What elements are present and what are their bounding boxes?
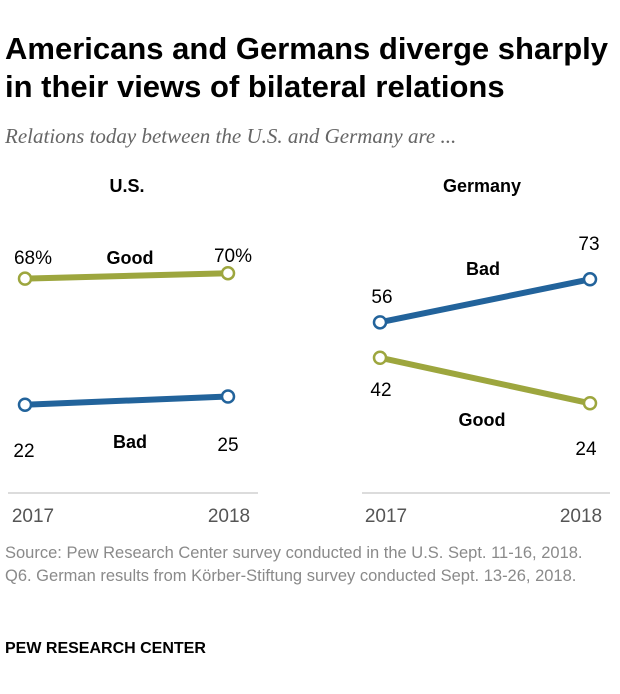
- series-label-germany-good: Good: [459, 410, 506, 430]
- data-label-germany-bad-2017: 56: [371, 287, 392, 308]
- data-label-germany-good-2017: 42: [370, 380, 391, 401]
- data-label-germany-good-2018: 24: [575, 439, 597, 460]
- data-label-us-bad-2018: 25: [217, 435, 238, 456]
- series-line-germany-good: [377, 354, 593, 407]
- panel-germany: Germany 2017 2018 56 73 Bad 42 24 Good: [362, 176, 610, 527]
- data-label-us-bad-2017: 22: [13, 441, 34, 462]
- chart-title: Americans and Germans diverge sharply in…: [5, 31, 609, 104]
- series-line-us-good: [22, 270, 231, 282]
- series-label-germany-bad: Bad: [466, 259, 500, 279]
- point-us-good-2017: [17, 271, 33, 286]
- x-tick-germany-2017: 2017: [365, 506, 407, 527]
- series-label-us-bad: Bad: [113, 432, 147, 452]
- panel-title-germany: Germany: [443, 176, 521, 196]
- point-germany-bad-2018: [582, 272, 598, 287]
- x-tick-us-2017: 2017: [12, 506, 54, 527]
- series-label-us-good: Good: [107, 248, 154, 268]
- point-germany-good-2017: [372, 350, 388, 365]
- chart-subtitle: Relations today between the U.S. and Ger…: [5, 124, 457, 148]
- slope-charts: U.S. 2017 2018 68% 70% Good 22 25 Bad Ge…: [8, 176, 610, 527]
- point-us-bad-2017: [17, 397, 33, 412]
- x-tick-germany-2018: 2018: [560, 506, 602, 527]
- data-label-us-good-2018: 70%: [214, 246, 252, 267]
- data-label-germany-bad-2018: 73: [578, 234, 599, 255]
- point-us-bad-2018: [220, 389, 236, 404]
- x-tick-us-2018: 2018: [208, 506, 250, 527]
- series-line-germany-bad: [377, 276, 593, 326]
- panel-us: U.S. 2017 2018 68% 70% Good 22 25 Bad: [8, 176, 258, 527]
- point-us-good-2018: [220, 265, 236, 281]
- series-line-us-bad: [22, 393, 231, 408]
- data-label-us-good-2017: 68%: [14, 248, 52, 269]
- point-germany-bad-2017: [372, 315, 388, 330]
- source-note: Source: Pew Research Center survey condu…: [5, 544, 583, 585]
- panel-title-us: U.S.: [109, 176, 144, 196]
- point-germany-good-2018: [582, 396, 598, 411]
- footer-brand: PEW RESEARCH CENTER: [5, 640, 206, 657]
